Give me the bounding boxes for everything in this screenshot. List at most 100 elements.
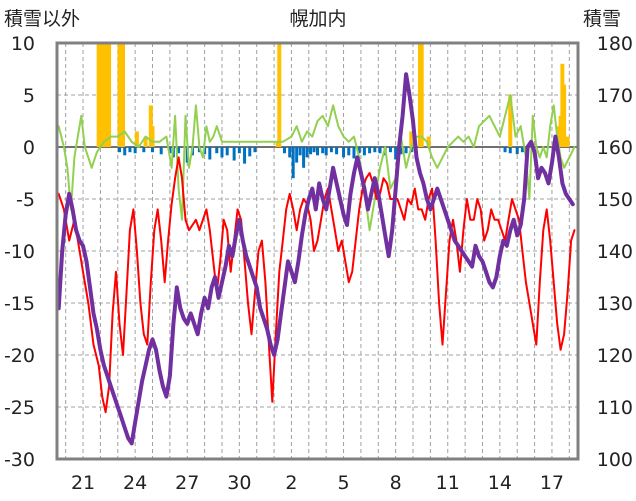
chart-title: 幌加内	[289, 8, 346, 30]
snow-change-bar	[378, 147, 382, 154]
snow-change-bar	[283, 147, 287, 154]
snow-depth-line	[56, 72, 575, 446]
snow-change-bar	[515, 147, 519, 155]
precip-bar	[508, 95, 513, 147]
snow-change-bar	[295, 147, 299, 163]
snow-change-line	[57, 94, 576, 232]
snow-change-bar	[362, 147, 366, 156]
snow-change-bar	[225, 147, 229, 156]
right-tick-label: 170	[597, 85, 633, 107]
right-tick-label: 140	[597, 241, 633, 263]
left-tick-label: -10	[4, 241, 35, 263]
x-tick-label: 21	[71, 472, 95, 494]
x-tick-label: 2	[285, 472, 297, 494]
left-axis-title: 積雪以外	[4, 8, 80, 30]
left-tick-label: 0	[23, 137, 35, 159]
precip-bar	[562, 84, 567, 147]
x-tick-label: 17	[540, 472, 564, 494]
precip-bar	[150, 126, 155, 147]
right-tick-label: 130	[597, 293, 633, 315]
right-tick-label: 180	[597, 33, 633, 55]
precip-bar	[277, 43, 282, 147]
snow-change-bar	[399, 147, 403, 155]
precip-bar	[143, 136, 148, 147]
snow-change-bar	[128, 147, 132, 153]
snow-change-bar	[177, 147, 181, 154]
series-lines	[56, 72, 576, 446]
right-tick-label: 100	[597, 449, 633, 471]
snow-change-bar	[335, 147, 339, 155]
snow-change-bar	[215, 147, 219, 154]
right-tick-label: 160	[597, 137, 633, 159]
snow-change-bar	[302, 147, 306, 168]
left-tick-label: 5	[23, 85, 35, 107]
snow-change-bar	[208, 147, 212, 160]
snow-change-bar	[288, 147, 292, 158]
left-tick-label: -20	[4, 345, 35, 367]
snow-change-bar	[291, 147, 295, 179]
right-tick-label: 110	[597, 397, 633, 419]
snow-change-bar	[373, 147, 377, 153]
x-tick-label: 14	[488, 472, 512, 494]
precip-bar	[134, 131, 139, 147]
snow-change-bar	[388, 147, 392, 153]
x-tick-label: 24	[123, 472, 147, 494]
precipitation-bars	[96, 43, 570, 147]
left-tick-label: -30	[4, 449, 35, 471]
precip-bar	[107, 43, 112, 147]
left-tick-label: -25	[4, 397, 35, 419]
snow-change-bar	[298, 147, 302, 156]
x-tick-label: 5	[338, 472, 350, 494]
snow-change-bar	[243, 147, 247, 164]
snow-change-bar	[305, 147, 309, 158]
snow-change-bar	[394, 147, 398, 160]
snow-change-bar	[329, 147, 333, 153]
snow-change-bar	[159, 147, 163, 155]
snow-change-bar	[118, 147, 122, 153]
snow-change-bar	[321, 147, 325, 154]
precip-bar	[120, 43, 125, 147]
snow-change-bar	[404, 147, 408, 154]
plot-frame	[55, 41, 580, 461]
snow-change-bar	[324, 147, 328, 156]
snow-change-bar	[352, 147, 356, 159]
grid	[57, 43, 578, 459]
precip-bar	[419, 43, 424, 147]
left-tick-label: 10	[11, 33, 35, 55]
snow-change-bar	[123, 147, 127, 156]
x-tick-label: 8	[390, 472, 402, 494]
right-tick-label: 150	[597, 189, 633, 211]
snow-change-bar	[133, 147, 137, 154]
snow-change-bar	[368, 147, 372, 154]
snow-change-bar	[357, 147, 361, 154]
left-tick-label: -5	[16, 189, 35, 211]
snow-change-bar	[309, 147, 313, 155]
precip-bar	[426, 136, 431, 147]
snow-change-bar	[232, 147, 236, 161]
snow-change-bar	[508, 147, 512, 154]
precip-bar	[275, 141, 280, 147]
x-tick-label: 27	[175, 472, 199, 494]
snow-change-bar	[151, 147, 155, 153]
snow-change-bar	[237, 147, 241, 154]
snow-change-bar	[220, 147, 224, 158]
snow-change-bar	[503, 147, 507, 153]
axes: 10 5 0 -5 -10 -15 -20 -25 -30 180 170 160 150 140 130 1…	[4, 33, 633, 494]
x-tick-label: 30	[227, 472, 251, 494]
snow-change-bar	[312, 147, 316, 153]
snow-change-bar	[520, 147, 524, 153]
right-tick-label: 120	[597, 345, 633, 367]
temperature-line	[57, 156, 576, 414]
precip-bar	[409, 131, 414, 147]
snow-change-bar	[253, 147, 257, 153]
precip-bar	[565, 136, 570, 147]
left-tick-label: -15	[4, 293, 35, 315]
right-axis-title: 積雪	[583, 8, 621, 30]
snow-change-bar	[142, 147, 146, 153]
snow-change-bar	[316, 147, 319, 156]
snow-change-bar	[168, 147, 172, 154]
snow-change-bar	[347, 147, 351, 156]
snow-change-bar	[248, 147, 252, 157]
x-tick-label: 11	[436, 472, 460, 494]
